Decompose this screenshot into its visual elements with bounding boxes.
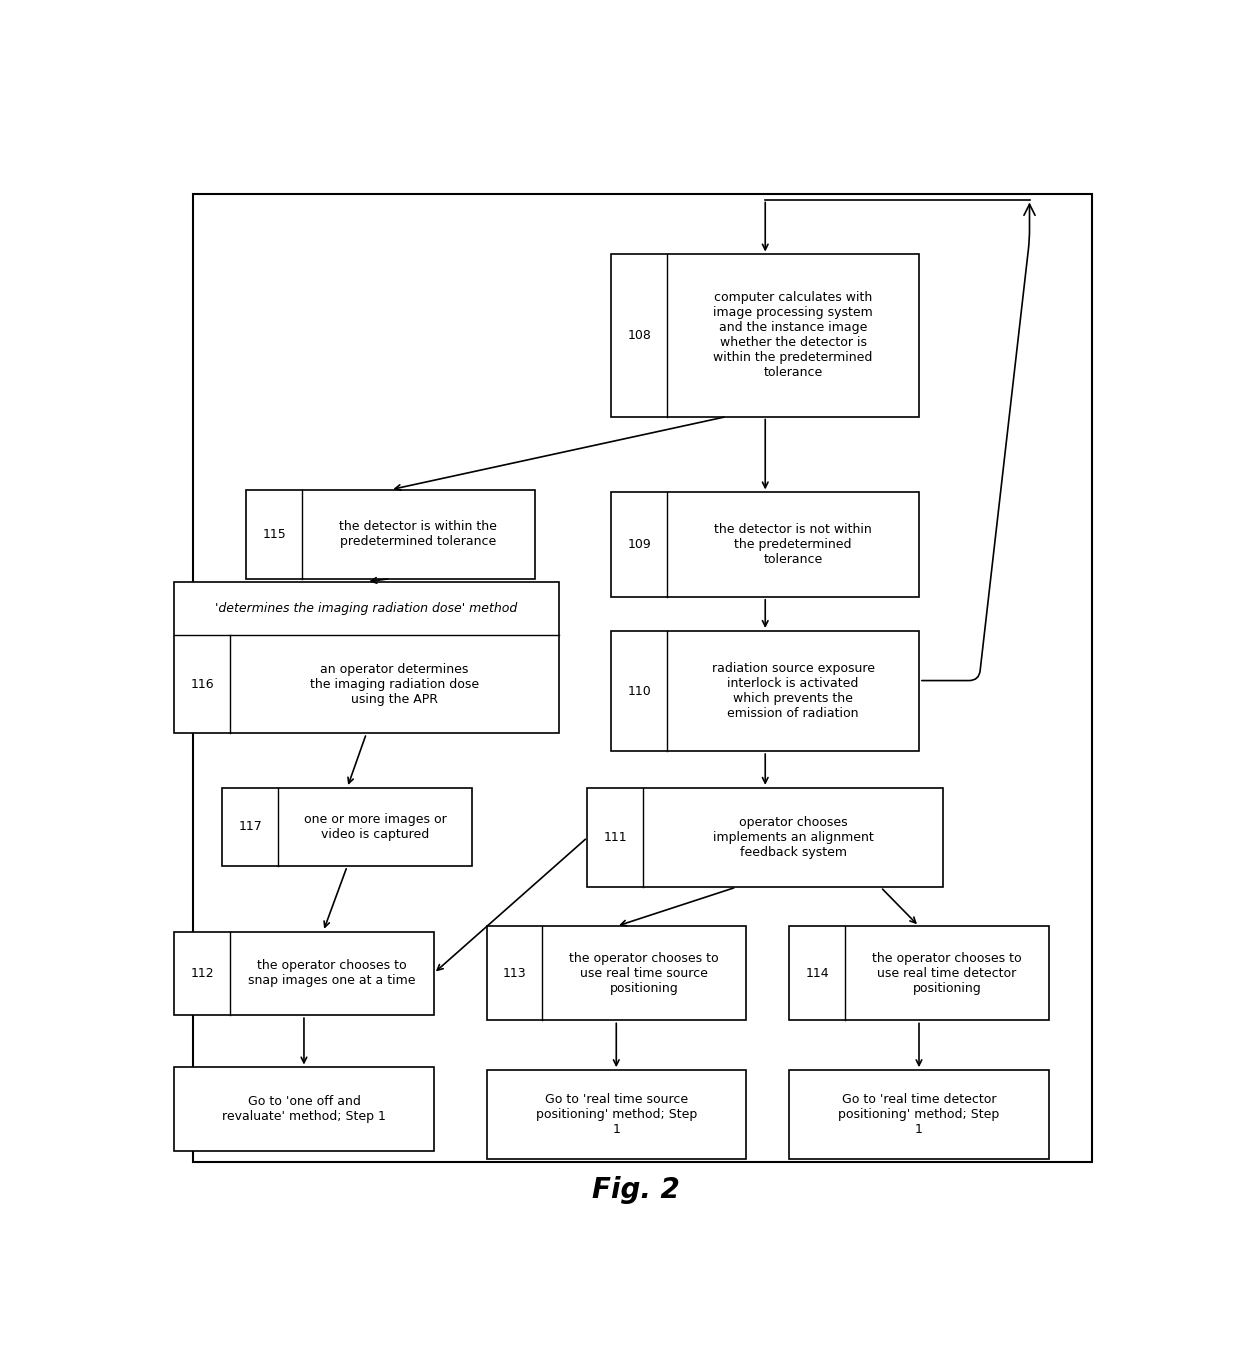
Text: 111: 111: [604, 831, 627, 843]
Text: one or more images or
video is captured: one or more images or video is captured: [304, 813, 446, 841]
Text: Go to 'real time detector
positioning' method; Step
1: Go to 'real time detector positioning' m…: [838, 1093, 999, 1137]
Text: operator chooses
implements an alignment
feedback system: operator chooses implements an alignment…: [713, 816, 873, 858]
FancyBboxPatch shape: [588, 788, 944, 887]
FancyBboxPatch shape: [174, 932, 434, 1016]
Text: 112: 112: [190, 967, 215, 980]
FancyBboxPatch shape: [789, 1070, 1049, 1158]
Text: Go to 'real time source
positioning' method; Step
1: Go to 'real time source positioning' met…: [536, 1093, 697, 1137]
FancyBboxPatch shape: [247, 490, 534, 579]
FancyBboxPatch shape: [222, 788, 472, 866]
Text: the detector is not within
the predetermined
tolerance: the detector is not within the predeterm…: [714, 523, 872, 566]
FancyBboxPatch shape: [486, 1070, 746, 1158]
Text: Go to 'one off and
revaluate' method; Step 1: Go to 'one off and revaluate' method; St…: [222, 1096, 386, 1123]
FancyBboxPatch shape: [193, 194, 1092, 1161]
Text: 109: 109: [627, 538, 651, 551]
Text: the operator chooses to
snap images one at a time: the operator chooses to snap images one …: [248, 959, 415, 987]
Text: Fig. 2: Fig. 2: [591, 1176, 680, 1203]
Text: computer calculates with
image processing system
and the instance image
whether : computer calculates with image processin…: [713, 292, 873, 379]
Text: 110: 110: [627, 684, 651, 698]
Text: 'determines the imaging radiation dose' method: 'determines the imaging radiation dose' …: [216, 602, 517, 615]
Text: 115: 115: [263, 528, 286, 540]
Text: 113: 113: [502, 967, 526, 980]
FancyBboxPatch shape: [611, 631, 919, 751]
FancyArrowPatch shape: [921, 204, 1035, 680]
FancyBboxPatch shape: [174, 581, 559, 733]
Text: 108: 108: [627, 329, 651, 342]
Text: the operator chooses to
use real time source
positioning: the operator chooses to use real time so…: [569, 952, 719, 995]
FancyBboxPatch shape: [611, 254, 919, 417]
Text: radiation source exposure
interlock is activated
which prevents the
emission of : radiation source exposure interlock is a…: [712, 661, 874, 720]
Text: 116: 116: [190, 678, 215, 691]
Text: the detector is within the
predetermined tolerance: the detector is within the predetermined…: [340, 520, 497, 549]
Text: the operator chooses to
use real time detector
positioning: the operator chooses to use real time de…: [872, 952, 1022, 995]
Text: 114: 114: [805, 967, 830, 980]
FancyBboxPatch shape: [486, 926, 746, 1020]
FancyBboxPatch shape: [611, 493, 919, 598]
Text: an operator determines
the imaging radiation dose
using the APR: an operator determines the imaging radia…: [310, 663, 479, 706]
FancyBboxPatch shape: [789, 926, 1049, 1020]
Text: 117: 117: [238, 820, 262, 834]
FancyBboxPatch shape: [174, 1067, 434, 1152]
